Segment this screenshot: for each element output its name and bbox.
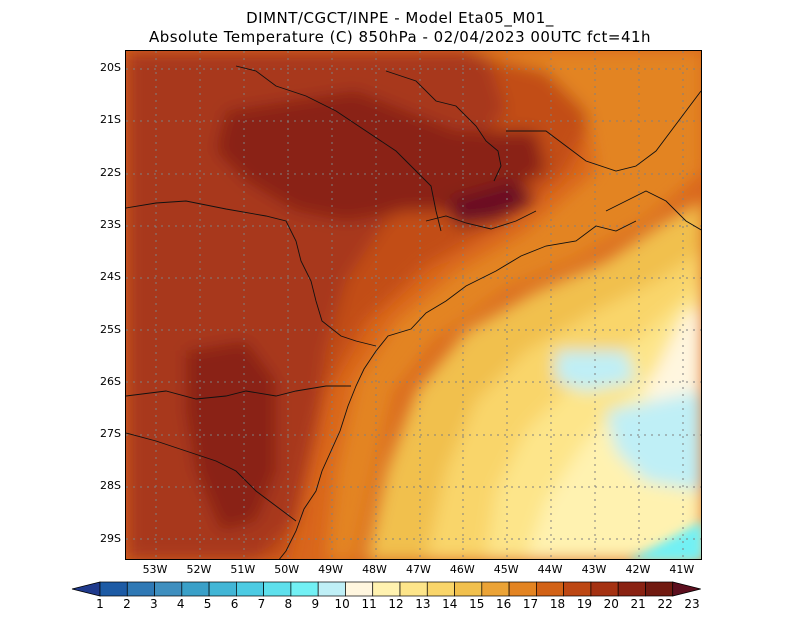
title-line-2: Absolute Temperature (C) 850hPa - 02/04/… xyxy=(148,28,652,46)
lon-label: 50W xyxy=(274,563,300,576)
temperature-map xyxy=(126,51,701,559)
colorbar-label: 17 xyxy=(522,597,539,611)
colorbar-swatch xyxy=(536,581,564,597)
lat-label: 21S xyxy=(100,113,121,127)
colorbar-swatch xyxy=(126,581,155,597)
colorbar-arrow-left xyxy=(71,581,101,597)
colorbar-label: 6 xyxy=(230,597,239,611)
colorbar-arrow-right xyxy=(672,581,701,597)
lat-label: 27S xyxy=(100,427,121,441)
lon-label: 45W xyxy=(493,563,519,576)
colorbar-swatch xyxy=(645,581,674,597)
colorbar-swatch xyxy=(399,581,428,597)
colorbar-label: 20 xyxy=(603,597,619,611)
colorbar-label: 14 xyxy=(442,597,458,611)
colorbar-swatch xyxy=(236,581,264,597)
state-border xyxy=(126,200,377,347)
lat-label: 22S xyxy=(100,165,121,179)
lon-label: 53W xyxy=(142,563,168,576)
lon-label: 42W xyxy=(625,563,651,576)
state-border xyxy=(385,70,502,182)
colorbar-swatch xyxy=(290,581,319,597)
colorbar-swatch xyxy=(99,581,128,597)
colorbar-label: 8 xyxy=(284,597,293,611)
state-border xyxy=(126,385,351,400)
colorbar-label: 18 xyxy=(549,597,566,611)
lat-label: 29S xyxy=(100,531,121,545)
colorbar-swatch xyxy=(454,581,483,597)
coastline xyxy=(279,220,637,559)
colorbar-label: 21 xyxy=(630,597,646,611)
map-panel xyxy=(125,50,702,560)
graticule xyxy=(126,51,701,559)
colorbar-swatch xyxy=(208,581,237,597)
colorbar-label: 2 xyxy=(123,597,131,611)
colorbar-swatch xyxy=(481,581,510,597)
state-border xyxy=(425,210,537,230)
colorbar-label: 9 xyxy=(311,597,320,611)
colorbar-label: 19 xyxy=(576,597,592,611)
colorbar-label: 22 xyxy=(657,597,673,611)
colorbar-label: 15 xyxy=(469,597,485,611)
lat-label: 28S xyxy=(100,479,121,493)
colorbar-swatch xyxy=(426,581,455,597)
lat-label: 23S xyxy=(100,217,121,231)
lon-label: 48W xyxy=(362,563,387,576)
state-border xyxy=(605,190,701,231)
colorbar-label: 4 xyxy=(176,597,185,611)
lon-label: 52W xyxy=(186,563,212,576)
colorbar-label: 11 xyxy=(361,597,377,611)
colorbar-label: 5 xyxy=(203,597,212,611)
colorbar-label: 1 xyxy=(96,597,104,611)
colorbar-label: 12 xyxy=(388,597,404,611)
colorbar-swatch xyxy=(590,581,619,597)
colorbar-swatch xyxy=(181,581,210,597)
lon-label: 51W xyxy=(230,563,256,576)
lat-label: 26S xyxy=(100,374,121,388)
colorbar-swatch xyxy=(317,581,346,597)
title-line-1: DIMNT/CGCT/INPE - Model Eta05_M01_ xyxy=(246,9,554,27)
lon-label: 47W xyxy=(405,563,431,576)
lon-label: 49W xyxy=(318,563,344,576)
colorbar-label: 23 xyxy=(684,597,700,611)
lat-label: 20S xyxy=(100,61,121,74)
colorbar-swatch xyxy=(617,581,646,597)
colorbar-label: 10 xyxy=(334,597,350,611)
colorbar-swatch xyxy=(508,581,537,597)
lon-label: 41W xyxy=(669,563,695,576)
colorbar-swatch xyxy=(563,581,592,597)
lat-label: 25S xyxy=(100,322,121,336)
lon-label: 43W xyxy=(581,563,607,576)
colorbar-swatch xyxy=(372,581,401,597)
colorbar-label: 13 xyxy=(415,597,431,611)
colorbar-swatch xyxy=(263,581,292,597)
colorbar-label: 3 xyxy=(149,597,158,611)
colorbar-swatch xyxy=(154,581,183,597)
boundaries xyxy=(126,65,701,559)
state-border xyxy=(506,90,701,172)
state-border xyxy=(126,432,297,522)
colorbar-label: 7 xyxy=(257,597,266,611)
temperature-field xyxy=(126,51,701,559)
colorbar-swatch xyxy=(345,581,374,597)
lon-label: 46W xyxy=(449,563,475,576)
lat-label: 24S xyxy=(100,270,121,284)
colorbar-label: 16 xyxy=(495,597,512,611)
lon-label: 44W xyxy=(537,563,563,576)
state-border xyxy=(235,65,442,232)
